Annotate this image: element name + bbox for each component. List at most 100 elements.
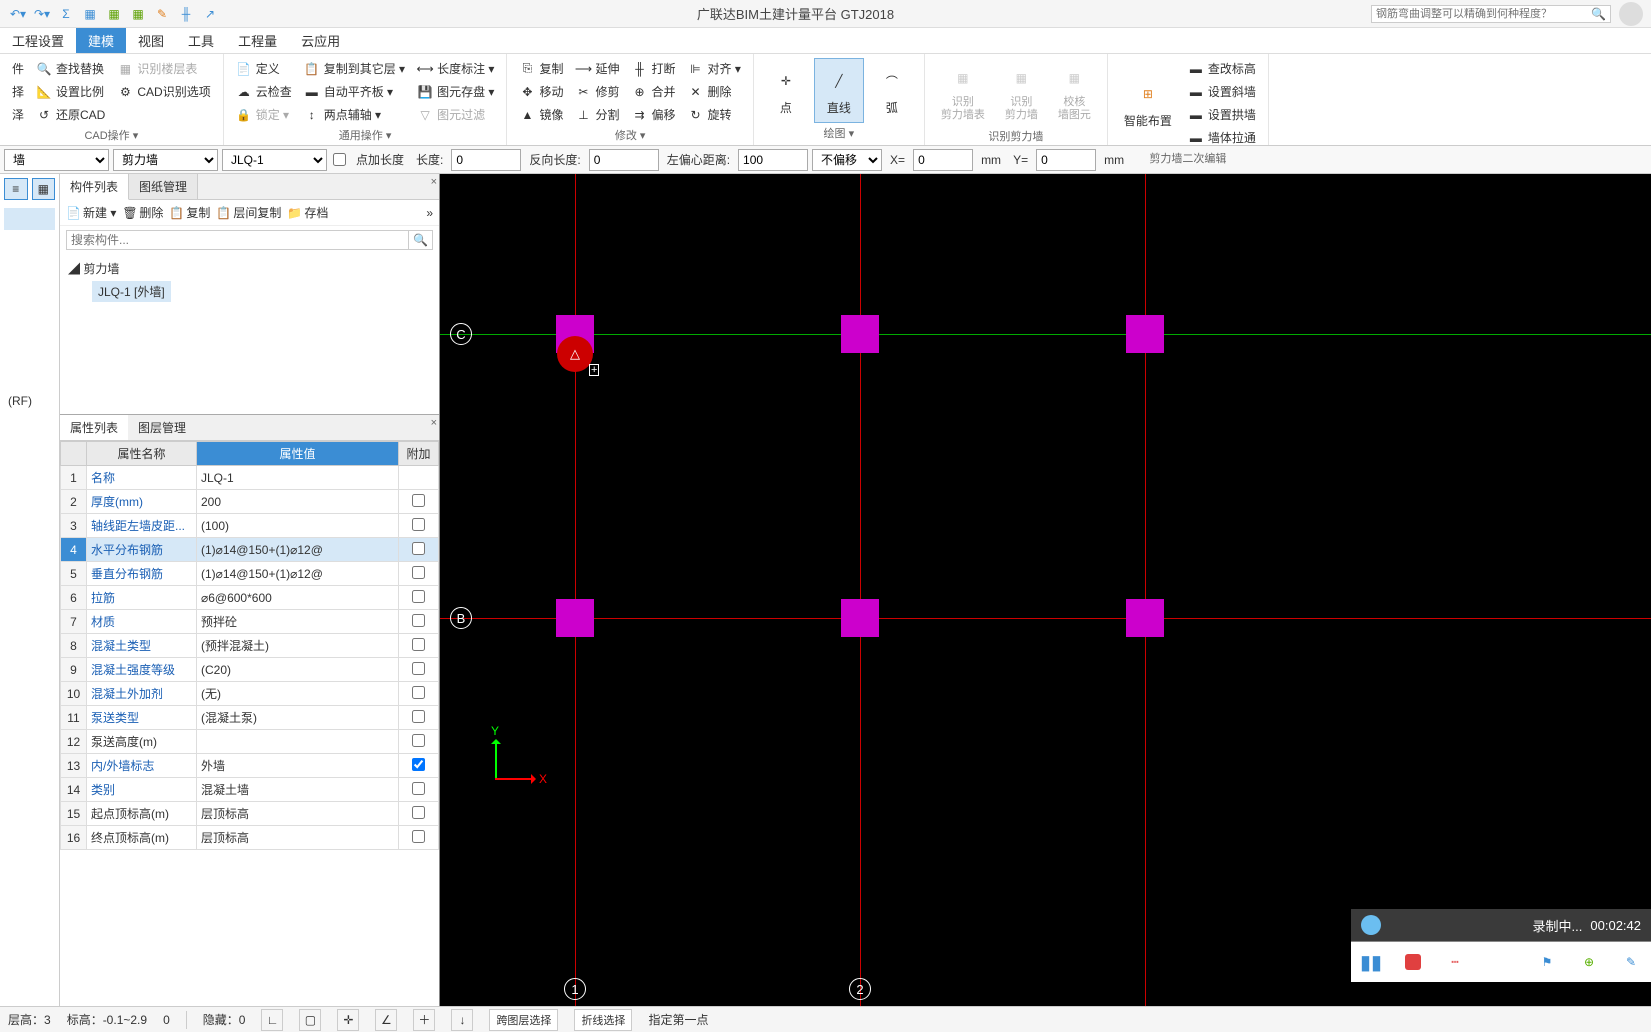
ribbon-长度标注 ▾[interactable]: ⟷长度标注 ▾: [413, 58, 498, 79]
smart-墙体拉通[interactable]: ▬墙体拉通: [1184, 127, 1260, 148]
close-icon[interactable]: ×: [431, 176, 437, 188]
offset-input[interactable]: [738, 149, 808, 171]
ribbon-自动平齐板 ▾[interactable]: ▬自动平齐板 ▾: [300, 81, 409, 102]
prop-checkbox[interactable]: [412, 758, 425, 771]
prop-checkbox[interactable]: [412, 734, 425, 747]
comp-tb-复制[interactable]: 📋复制: [169, 204, 210, 221]
ribbon-复制[interactable]: ⎘复制: [515, 58, 567, 79]
ribbon-两点辅轴 ▾[interactable]: ↕两点辅轴 ▾: [300, 104, 409, 125]
prop-checkbox[interactable]: [412, 590, 425, 603]
nav-tree-rf[interactable]: (RF): [4, 390, 55, 412]
smart-查改标高[interactable]: ▬查改标高: [1184, 58, 1260, 79]
prop-row[interactable]: 15起点顶标高(m)层顶标高: [61, 802, 439, 826]
prop-checkbox[interactable]: [412, 662, 425, 675]
tree-root[interactable]: ◢ 剪力墙: [68, 258, 431, 279]
prop-row[interactable]: 11泵送类型(混凝土泵): [61, 706, 439, 730]
ribbon-打断[interactable]: ╫打断: [627, 58, 679, 79]
prop-checkbox[interactable]: [412, 638, 425, 651]
component-select[interactable]: JLQ-1: [222, 149, 327, 171]
column-element[interactable]: [556, 599, 594, 637]
prop-checkbox[interactable]: [412, 518, 425, 531]
sb-rect-icon[interactable]: ▢: [299, 1009, 321, 1031]
prop-row[interactable]: 8混凝土类型(预拌混凝土): [61, 634, 439, 658]
ribbon-云检查[interactable]: ☁云检查: [232, 81, 296, 102]
more-icon[interactable]: »: [426, 206, 433, 220]
prop-row[interactable]: 5垂直分布钢筋(1)⌀14@150+(1)⌀12@: [61, 562, 439, 586]
pause-button[interactable]: ▮▮: [1357, 948, 1385, 976]
rec-tool1[interactable]: ┉: [1441, 948, 1469, 976]
grid-view-icon[interactable]: ▦: [32, 178, 56, 200]
prop-row[interactable]: 6拉筋⌀6@600*600: [61, 586, 439, 610]
check-icon[interactable]: ▦: [80, 4, 100, 24]
column-element[interactable]: [1126, 599, 1164, 637]
help-search[interactable]: 🔍: [1371, 5, 1611, 23]
prop-row[interactable]: 10混凝土外加剂(无): [61, 682, 439, 706]
ribbon-修剪[interactable]: ✂修剪: [571, 81, 623, 102]
prop-row[interactable]: 3轴线距左墙皮距...(100): [61, 514, 439, 538]
prop-value[interactable]: (1)⌀14@150+(1)⌀12@: [197, 562, 399, 586]
prop-value[interactable]: (预拌混凝土): [197, 634, 399, 658]
menu-云应用[interactable]: 云应用: [289, 28, 352, 53]
rec-marker[interactable]: ⚑: [1533, 948, 1561, 976]
export-icon[interactable]: ↗: [200, 4, 220, 24]
menu-工程设置[interactable]: 工程设置: [0, 28, 76, 53]
prop-value[interactable]: 200: [197, 490, 399, 514]
sb-cross-icon[interactable]: ✛: [337, 1009, 359, 1031]
rec-add[interactable]: ⊕: [1575, 948, 1603, 976]
menu-视图[interactable]: 视图: [126, 28, 176, 53]
ribbon-镜像[interactable]: ▲镜像: [515, 104, 567, 125]
ribbon-删除[interactable]: ✕删除: [683, 81, 744, 102]
column-element[interactable]: [841, 315, 879, 353]
ribbon-还原CAD[interactable]: ↺还原CAD: [32, 104, 109, 125]
prop-value[interactable]: (1)⌀14@150+(1)⌀12@: [197, 538, 399, 562]
cloud-icon[interactable]: ▦: [104, 4, 124, 24]
prop-value[interactable]: ⌀6@600*600: [197, 586, 399, 610]
prop-checkbox[interactable]: [412, 710, 425, 723]
prop-value[interactable]: 预拌砼: [197, 610, 399, 634]
sb-lock-icon[interactable]: ∟: [261, 1009, 283, 1031]
prop-checkbox[interactable]: [412, 614, 425, 627]
ribbon-泽[interactable]: 泽: [8, 104, 28, 125]
redo-icon[interactable]: ↷▾: [32, 4, 52, 24]
ribbon-查找替换[interactable]: 🔍查找替换: [32, 58, 109, 79]
prop-row[interactable]: 12泵送高度(m): [61, 730, 439, 754]
ribbon-对齐 ▾[interactable]: ⊫对齐 ▾: [683, 58, 744, 79]
prop-row[interactable]: 1名称JLQ-1: [61, 466, 439, 490]
ribbon-图元存盘 ▾[interactable]: 💾图元存盘 ▾: [413, 81, 498, 102]
rec-pencil[interactable]: ✎: [1617, 948, 1645, 976]
prop-value[interactable]: 混凝土墙: [197, 778, 399, 802]
drawing-canvas[interactable]: CB12△+YX 录制中... 00:02:42 ▮▮ ┉ ⚑ ⊕ ✎: [440, 174, 1651, 1006]
search-icon[interactable]: 🔍: [409, 230, 433, 250]
prop-checkbox[interactable]: [412, 542, 425, 555]
nav-tree-item[interactable]: [4, 208, 55, 230]
y-input[interactable]: [1036, 149, 1096, 171]
x-input[interactable]: [913, 149, 973, 171]
comp-tb-删除[interactable]: 🗑删除: [122, 204, 163, 221]
prop-checkbox[interactable]: [412, 686, 425, 699]
subcategory-select[interactable]: 剪力墙: [113, 149, 218, 171]
close-icon[interactable]: ×: [431, 417, 437, 429]
stop-button[interactable]: [1399, 948, 1427, 976]
user-avatar[interactable]: [1619, 2, 1643, 26]
menu-工具[interactable]: 工具: [176, 28, 226, 53]
ruler-icon[interactable]: ╫: [176, 4, 196, 24]
ribbon-设置比例[interactable]: 📐设置比例: [32, 81, 109, 102]
draw-直线[interactable]: ╱直线: [814, 58, 864, 123]
prop-value[interactable]: (100): [197, 514, 399, 538]
tree-item-jlq1[interactable]: JLQ-1 [外墙]: [92, 281, 171, 302]
sb-down-icon[interactable]: ↓: [451, 1009, 473, 1031]
comp-tb-存档[interactable]: 📁存档: [287, 204, 328, 221]
sum-icon[interactable]: Σ: [56, 4, 76, 24]
prop-value[interactable]: 外墙: [197, 754, 399, 778]
column-element[interactable]: [841, 599, 879, 637]
ribbon-延伸[interactable]: ⟶延伸: [571, 58, 623, 79]
ribbon-偏移[interactable]: ⇉偏移: [627, 104, 679, 125]
prop-value[interactable]: [197, 730, 399, 754]
prop-value[interactable]: 层顶标高: [197, 802, 399, 826]
component-search-input[interactable]: [66, 230, 409, 250]
prop-row[interactable]: 7材质预拌砼: [61, 610, 439, 634]
prop-checkbox[interactable]: [412, 566, 425, 579]
prop-row[interactable]: 13内/外墙标志外墙: [61, 754, 439, 778]
ribbon-旋转[interactable]: ↻旋转: [683, 104, 744, 125]
sb-angle-icon[interactable]: ∠: [375, 1009, 397, 1031]
